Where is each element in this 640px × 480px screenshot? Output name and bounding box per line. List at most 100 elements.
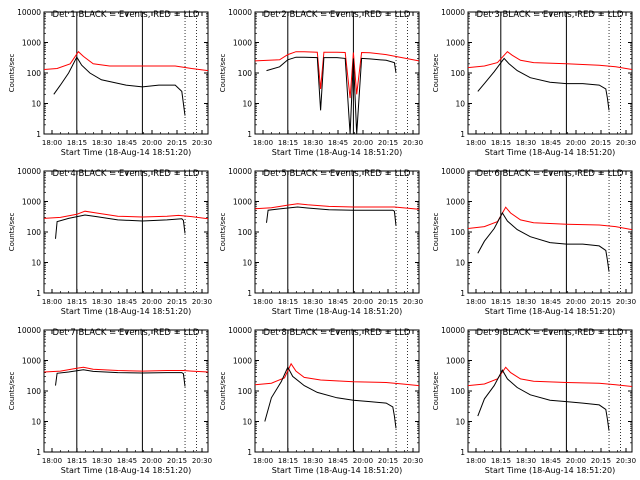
x-tick-label: 20:30 [616, 139, 636, 147]
x-tick-label: 18:30 [303, 457, 323, 465]
x-tick-label: 18:45 [541, 139, 561, 147]
x-tick-label: 20:15 [591, 457, 611, 465]
y-tick-label: 1000 [446, 198, 465, 207]
y-tick-label: 100 [451, 228, 466, 237]
plot-frame [467, 170, 633, 294]
x-axis-label: Start Time (18-Aug-14 18:51:20) [272, 466, 403, 475]
series-events-line [477, 57, 610, 111]
plot-frame [254, 11, 420, 135]
plot-frame [467, 329, 633, 453]
y-tick-label: 1 [247, 130, 252, 139]
y-tick-label: 10000 [441, 8, 465, 17]
x-tick-label: 18:45 [117, 457, 137, 465]
x-axis-label: Start Time (18-Aug-14 18:51:20) [272, 307, 403, 316]
series-events-line [477, 211, 610, 272]
x-axis-label: Start Time (18-Aug-14 18:51:20) [61, 148, 192, 157]
x-tick-label: 20:15 [167, 457, 187, 465]
y-axis-label: Counts/sec [8, 372, 16, 411]
x-axis-label: Start Time (18-Aug-14 18:51:20) [485, 148, 616, 157]
x-tick-label: 18:30 [303, 298, 323, 306]
panel-det-3: 1 10 100 1000 10000 18:00 18:15 18:30 18:45 20:00… [432, 8, 636, 157]
x-tick-label: 18:45 [328, 298, 348, 306]
x-tick-label: 20:00 [566, 139, 586, 147]
x-tick-label: 18:15 [278, 139, 298, 147]
y-tick-label: 1000 [22, 39, 41, 48]
series-lld-line [468, 51, 632, 70]
x-tick-label: 18:00 [253, 457, 273, 465]
panel-det-1: 1 10 100 1000 10000 18:00 18:15 18:30 18:45 20:00… [8, 8, 212, 157]
x-tick-label: 18:15 [67, 457, 87, 465]
y-tick-label: 1000 [22, 198, 41, 207]
plot-area [468, 330, 632, 452]
y-tick-label: 10000 [17, 326, 41, 335]
plot-frame [254, 329, 420, 453]
y-tick-label: 10000 [441, 167, 465, 176]
x-tick-label: 18:00 [466, 139, 486, 147]
y-tick-label: 10000 [228, 167, 252, 176]
panel-det-5: 1 10 100 1000 10000 18:00 18:15 18:30 18:45 20:00… [219, 167, 423, 316]
x-tick-label: 18:00 [42, 457, 62, 465]
y-tick-label: 100 [27, 228, 42, 237]
plot-area [255, 12, 419, 134]
y-tick-label: 10000 [228, 8, 252, 17]
plot-frame [43, 329, 209, 453]
plot-area [255, 330, 419, 452]
x-tick-label: 20:15 [378, 298, 398, 306]
series-events-line [55, 369, 186, 387]
x-tick-label: 18:00 [466, 457, 486, 465]
x-tick-label: 18:00 [253, 139, 273, 147]
x-tick-label: 18:45 [541, 457, 561, 465]
x-tick-label: 20:15 [591, 298, 611, 306]
panel-title: Det 2 BLACK = Events, RED = LLD [264, 10, 411, 20]
y-axis-label: Counts/sec [219, 213, 227, 252]
y-tick-label: 100 [238, 228, 253, 237]
y-tick-label: 100 [451, 69, 466, 78]
y-axis-label: Counts/sec [432, 372, 440, 411]
y-tick-label: 1 [460, 289, 465, 298]
y-tick-label: 1 [36, 448, 41, 457]
y-tick-label: 10 [242, 418, 252, 427]
panel-title: Det 4 BLACK = Events, RED = LLD [53, 169, 200, 179]
series-events-line [477, 369, 610, 431]
series-lld-line [255, 362, 419, 387]
panel-title: Det 7 BLACK = Events, RED = LLD [53, 328, 200, 338]
x-tick-label: 20:15 [378, 457, 398, 465]
y-tick-label: 10000 [228, 326, 252, 335]
y-tick-label: 10000 [441, 326, 465, 335]
x-tick-label: 20:00 [566, 298, 586, 306]
x-tick-label: 20:00 [142, 457, 162, 465]
panel-title: Det 1 BLACK = Events, RED = LLD [53, 10, 200, 20]
y-tick-label: 1000 [233, 357, 252, 366]
y-tick-label: 10 [455, 418, 465, 427]
x-axis-label: Start Time (18-Aug-14 18:51:20) [61, 307, 192, 316]
y-axis-label: Counts/sec [432, 213, 440, 252]
x-tick-label: 18:15 [278, 298, 298, 306]
panel-title: Det 5 BLACK = Events, RED = LLD [264, 169, 411, 179]
y-tick-label: 10000 [17, 167, 41, 176]
panel-title: Det 8 BLACK = Events, RED = LLD [264, 328, 411, 338]
y-tick-label: 10 [455, 100, 465, 109]
y-tick-label: 100 [238, 69, 253, 78]
x-tick-label: 18:30 [303, 139, 323, 147]
panel-title: Det 3 BLACK = Events, RED = LLD [477, 10, 624, 20]
x-tick-label: 20:00 [142, 298, 162, 306]
series-lld-line [468, 366, 632, 387]
x-tick-label: 20:30 [192, 457, 212, 465]
x-tick-label: 20:00 [353, 298, 373, 306]
panel-det-2: 1 10 100 1000 10000 18:00 18:15 18:30 18:45 20:00… [219, 8, 423, 157]
x-axis-label: Start Time (18-Aug-14 18:51:20) [485, 466, 616, 475]
x-tick-label: 18:30 [516, 298, 536, 306]
x-tick-label: 18:15 [491, 298, 511, 306]
x-tick-label: 20:30 [403, 457, 423, 465]
y-tick-label: 1 [247, 448, 252, 457]
series-lld-line [255, 203, 419, 210]
y-tick-label: 10 [242, 259, 252, 268]
series-events-line [266, 56, 397, 134]
y-tick-label: 10000 [17, 8, 41, 17]
panel-det-9: 1 10 100 1000 10000 18:00 18:15 18:30 18:45 20:00… [432, 326, 636, 475]
x-tick-label: 18:15 [67, 139, 87, 147]
x-tick-label: 18:45 [328, 139, 348, 147]
panel-det-7: 1 10 100 1000 10000 18:00 18:15 18:30 18:45 20:00… [8, 326, 212, 475]
x-tick-label: 20:00 [353, 457, 373, 465]
x-tick-label: 20:30 [616, 457, 636, 465]
